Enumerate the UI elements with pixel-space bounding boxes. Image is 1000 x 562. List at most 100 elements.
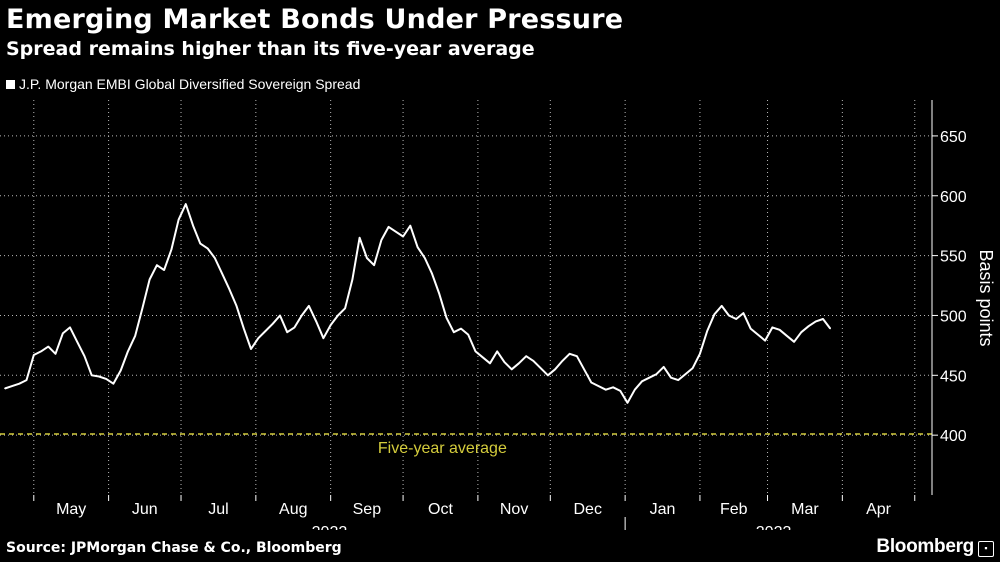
data-point — [417, 246, 419, 248]
data-point — [402, 235, 404, 238]
data-point — [83, 355, 86, 357]
data-point — [757, 334, 759, 336]
data-point — [120, 369, 122, 372]
data-point — [626, 402, 629, 404]
data-point — [590, 381, 592, 384]
data-point — [424, 257, 426, 259]
data-point — [713, 313, 716, 315]
data-point — [735, 318, 737, 320]
data-point — [482, 356, 484, 358]
data-point — [105, 378, 107, 380]
data-point — [344, 307, 346, 309]
data-point — [605, 389, 607, 391]
data-point — [409, 225, 411, 227]
series-line — [4, 203, 832, 404]
data-point — [337, 314, 339, 317]
data-point — [134, 335, 136, 337]
data-point — [293, 326, 296, 328]
data-point — [76, 341, 78, 343]
data-point — [583, 368, 585, 370]
data-point — [822, 318, 824, 320]
x-tick-label: May — [56, 501, 86, 518]
data-point — [474, 350, 477, 352]
data-point — [170, 249, 172, 251]
x-tick-label: Feb — [720, 501, 748, 518]
data-point — [438, 293, 440, 295]
data-point — [655, 373, 658, 375]
data-point — [431, 273, 433, 275]
data-point — [561, 360, 564, 362]
data-point — [764, 340, 766, 342]
data-point — [750, 328, 752, 330]
x-tick-label: Aug — [279, 501, 307, 518]
data-point — [156, 264, 158, 266]
data-point — [322, 337, 324, 339]
x-tick-label: Nov — [500, 501, 528, 518]
axis-layer: May Jun Jul Aug Sep Oct Nov Dec Jan Feb Mar Apr 2022… — [33, 100, 996, 530]
y-tick-label: 550 — [940, 249, 967, 266]
data-point — [301, 314, 303, 317]
data-point — [40, 350, 42, 352]
x-tick-label: Jul — [208, 501, 228, 518]
data-point — [11, 385, 13, 387]
x-tick-label: Apr — [866, 501, 892, 518]
data-point — [54, 353, 57, 355]
data-point — [634, 389, 636, 391]
series-layer — [4, 203, 832, 404]
data-point — [388, 226, 390, 228]
data-point — [489, 362, 491, 364]
data-point — [829, 328, 831, 330]
y-tick-label: 450 — [940, 368, 967, 385]
data-point — [69, 326, 71, 328]
data-point — [380, 239, 382, 241]
data-point — [576, 355, 578, 357]
data-point — [4, 387, 6, 390]
average-layer: Five-year average — [0, 433, 932, 457]
data-point — [359, 237, 361, 239]
data-point — [525, 355, 527, 357]
data-point — [648, 377, 650, 379]
grid-layer — [0, 100, 932, 495]
y-tick-label: 500 — [940, 308, 967, 325]
data-point — [221, 273, 223, 275]
data-point — [25, 379, 28, 381]
data-point — [141, 307, 143, 309]
data-point — [670, 377, 672, 379]
legend-swatch — [6, 79, 15, 89]
data-point — [677, 379, 679, 381]
data-point — [684, 373, 687, 375]
y-tick-label: 600 — [940, 189, 967, 206]
data-point — [612, 386, 614, 388]
data-point — [663, 366, 665, 368]
data-point — [808, 325, 810, 327]
data-point — [279, 314, 281, 317]
data-point — [243, 328, 245, 330]
data-point — [62, 332, 64, 334]
brand-icon: ▪ — [978, 541, 994, 557]
data-point — [228, 288, 230, 290]
data-point — [163, 269, 165, 271]
data-point — [779, 329, 781, 331]
data-point — [112, 383, 114, 385]
data-point — [547, 374, 549, 376]
source-note: Source: JPMorgan Chase & Co., Bloomberg — [6, 540, 342, 556]
legend: J.P. Morgan EMBI Global Diversified Sove… — [6, 76, 360, 92]
data-point — [395, 231, 397, 233]
data-point — [98, 375, 100, 378]
data-point — [199, 243, 201, 245]
data-point — [815, 320, 817, 322]
x-tick-label: Jun — [132, 501, 158, 518]
x-tick-label: Jan — [650, 501, 676, 518]
x-tick-label: Mar — [791, 501, 819, 518]
y-tick-label: 400 — [940, 428, 967, 445]
data-point — [793, 341, 795, 343]
data-point — [619, 390, 621, 392]
data-point — [91, 374, 93, 376]
x-tick-label: Oct — [428, 501, 453, 518]
data-point — [518, 362, 520, 364]
data-point — [460, 328, 462, 330]
data-point — [771, 326, 774, 328]
data-point — [33, 354, 35, 356]
chart-subtitle: Spread remains higher than its five-year… — [6, 38, 535, 60]
data-point — [330, 324, 332, 326]
